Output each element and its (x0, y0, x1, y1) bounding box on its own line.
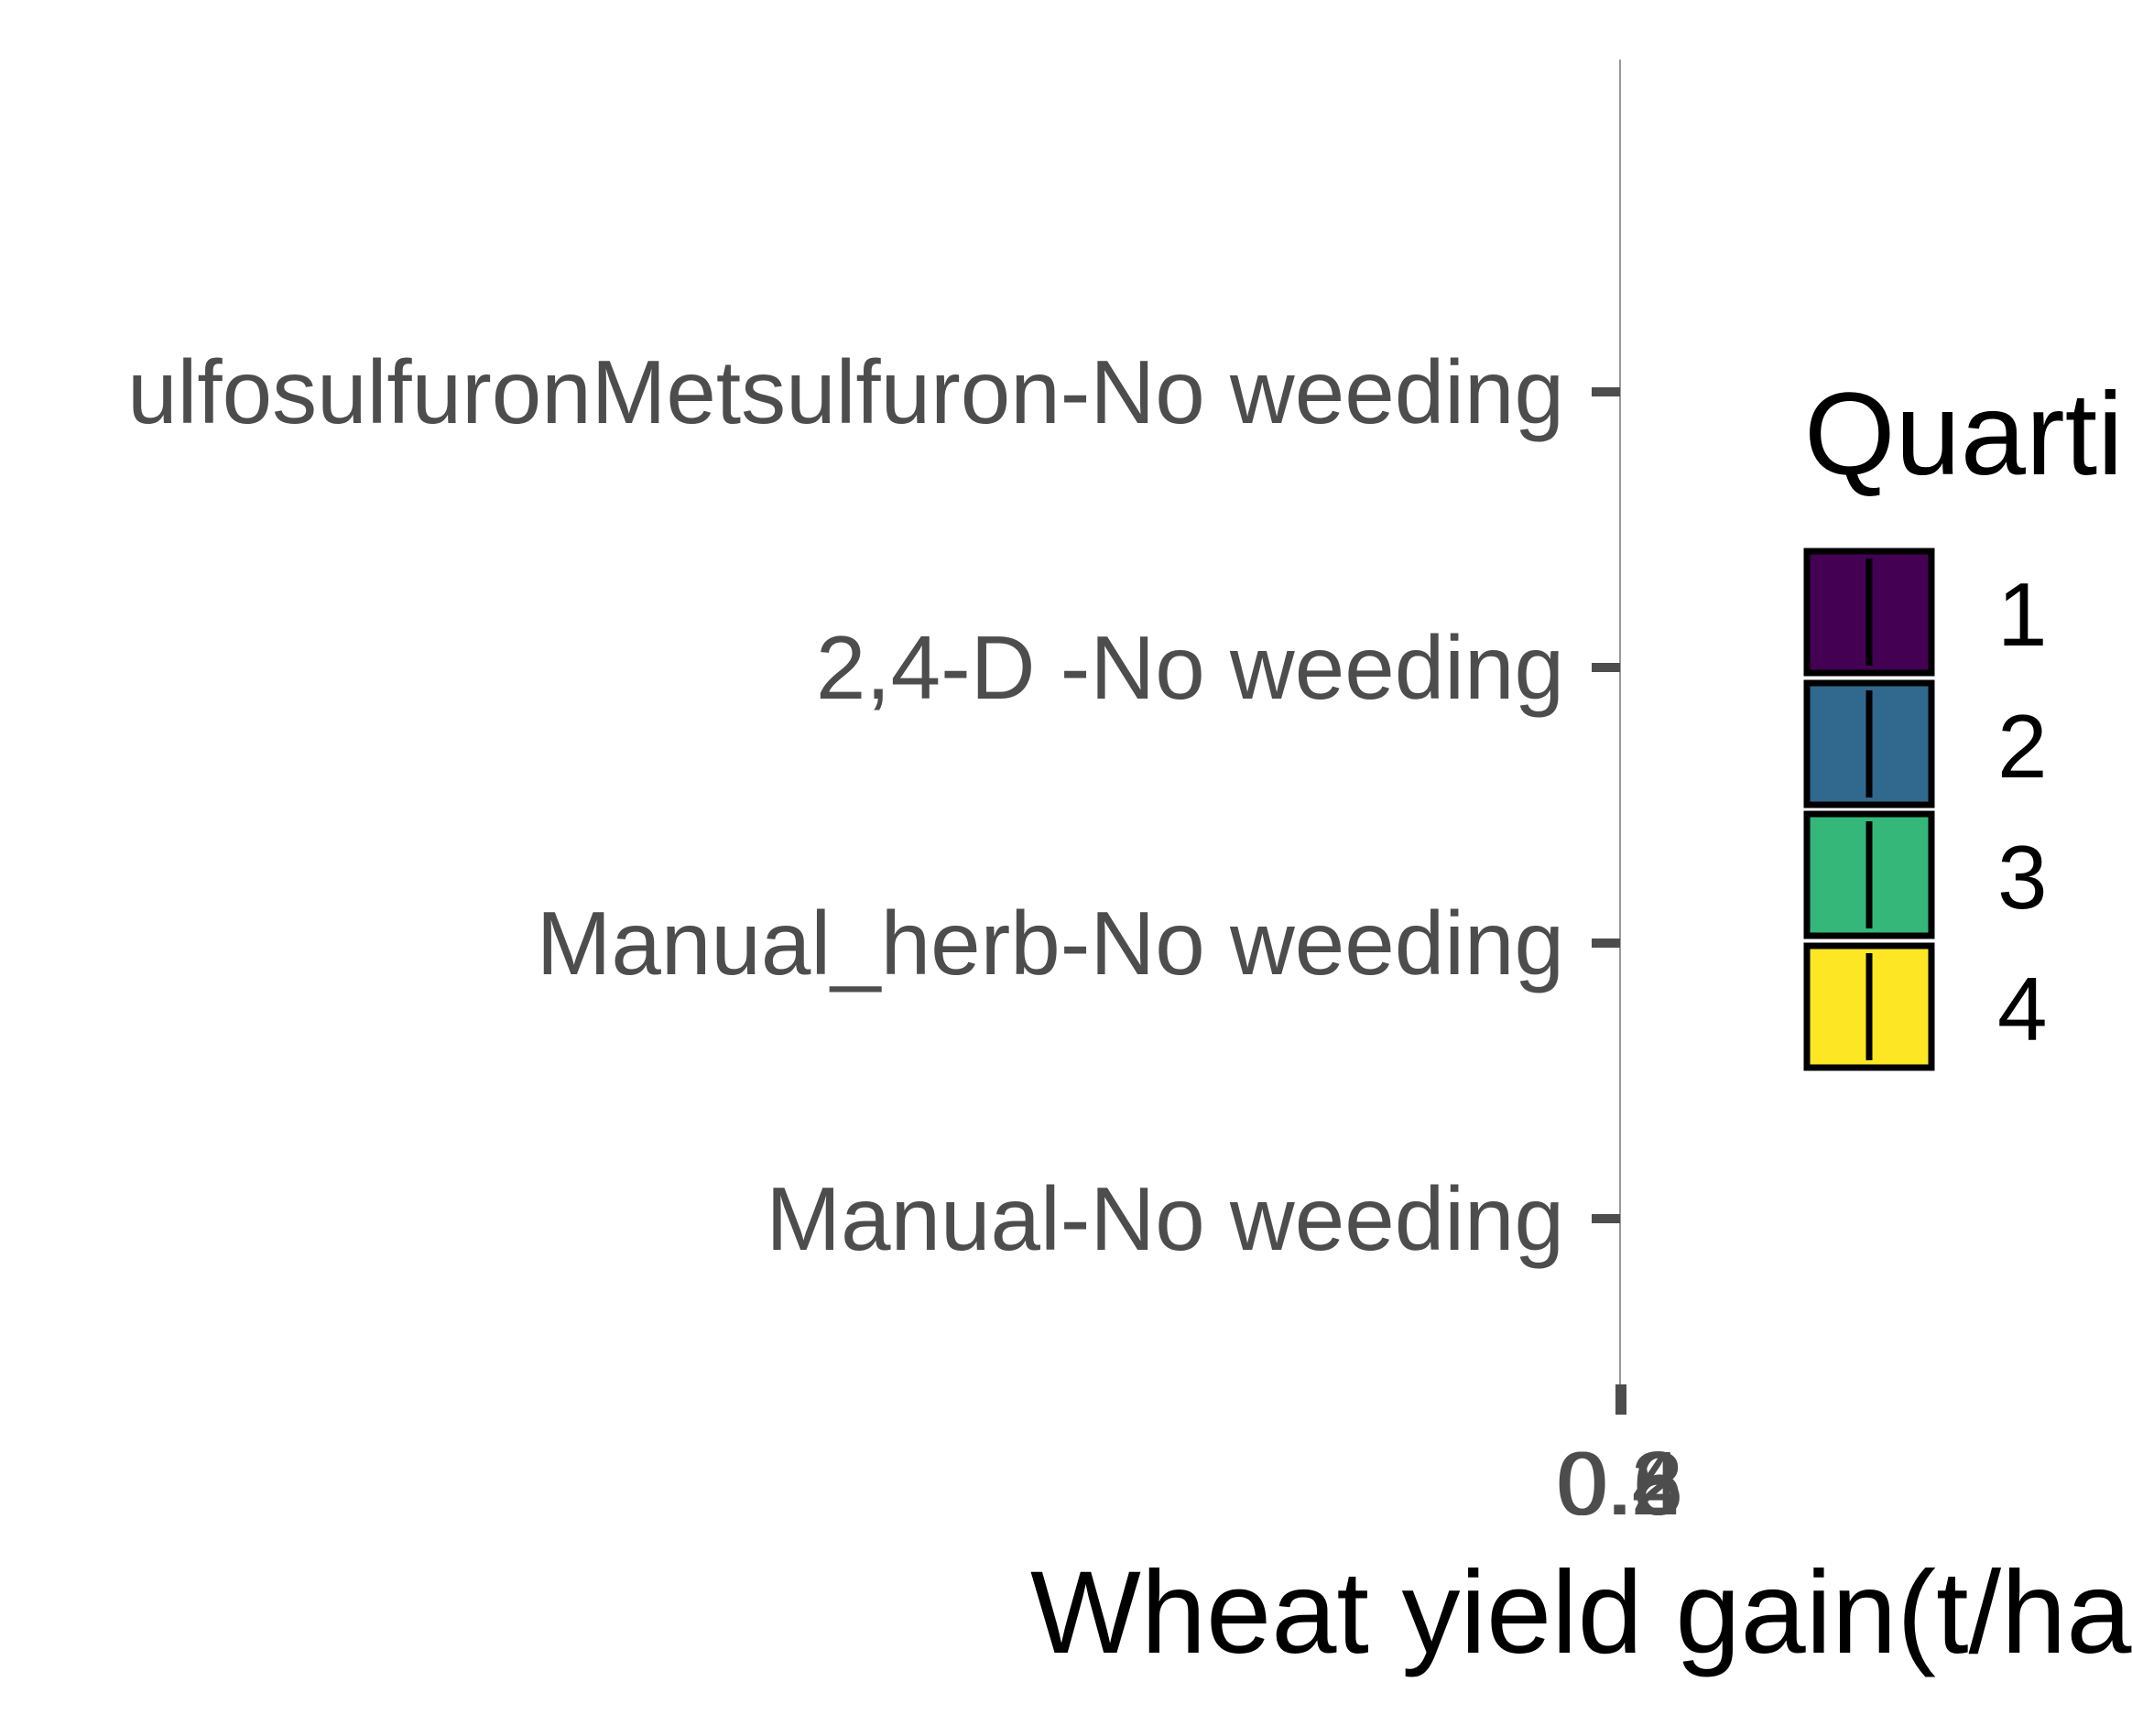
legend-title: Quarti (1804, 369, 2124, 500)
legend-item: 4 (1803, 942, 2048, 1071)
y-axis: ulfosulfuronMetsulfuron-No weeding 2,4-D… (127, 342, 1620, 1269)
legend-label: 2 (1997, 696, 2048, 797)
y-tick-label: Manual-No weeding (766, 1168, 1564, 1269)
y-tick-label: ulfosulfuronMetsulfuron-No weeding (127, 342, 1564, 442)
x-tick-label: 0.4 (1557, 1433, 1681, 1534)
legend-item: 2 (1803, 679, 2048, 808)
x-tick-label: 0.2 (1556, 1433, 1681, 1534)
legend-label: 1 (1997, 564, 2048, 665)
x-tick-label: 0.6 (1558, 1433, 1682, 1534)
x-axis-title: Wheat yield gain(t/ha) (1030, 1547, 2132, 1678)
legend-item: 1 (1803, 548, 2048, 677)
legend: Quarti 1 2 3 4 (1803, 369, 2124, 1071)
y-tick-label: 2,4-D -No weeding (816, 617, 1564, 718)
legend-item: 3 (1803, 810, 2048, 939)
y-tick-label: Manual_herb-No weeding (537, 893, 1564, 993)
x-axis: 0.2 0.4 0.6 0.8 (1556, 1384, 1683, 1534)
legend-label: 4 (1997, 959, 2048, 1059)
legend-label: 3 (1997, 827, 2048, 928)
x-tick-label: 0.8 (1559, 1433, 1683, 1534)
